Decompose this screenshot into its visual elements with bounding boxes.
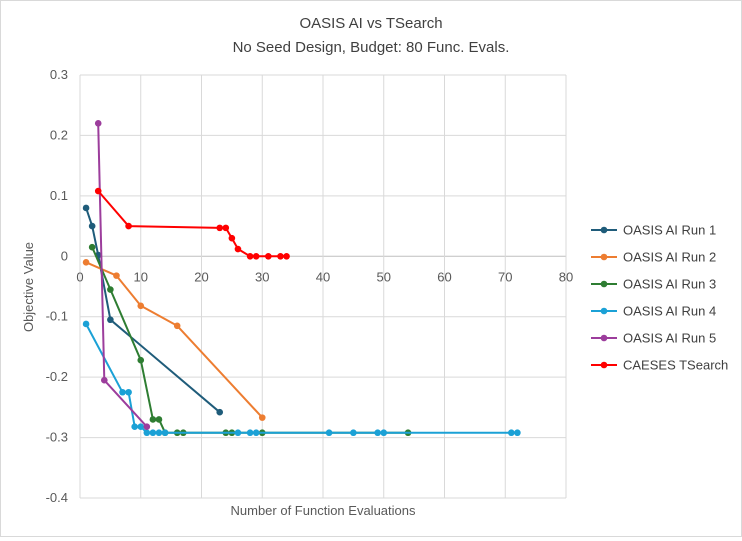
data-point [119,388,126,396]
series-6 [94,187,290,260]
legend: OASIS AI Run 1 OASIS AI Run 2 OASIS AI Run… [591,223,728,373]
data-point [149,429,157,437]
legend-item: OASIS AI Run 4 [591,304,716,319]
data-point [125,388,132,396]
series-4 [82,320,521,437]
data-point [137,423,145,430]
series-5 [94,120,151,430]
y-axis-title: Objective Value [21,242,36,332]
data-point [234,245,242,253]
data-point [143,429,151,437]
legend-swatch-marker [600,334,608,342]
data-point [246,429,254,437]
data-point [82,320,90,328]
legend-swatch-marker [600,226,608,234]
tick-labels: 0.3 0.2 0.1 0 -0.1 -0.2 -0.3 -0.4 0 10 20 30 40 50 60 7… [46,67,574,505]
data-point [277,252,284,260]
data-point [350,429,357,437]
data-point [374,429,381,437]
legend-swatch-marker [600,307,608,315]
plot-series [82,120,521,437]
x-tick-label: 80 [559,269,573,284]
data-point [265,252,272,260]
y-tick-label: 0.2 [50,127,68,142]
y-tick-label: -0.2 [46,369,68,384]
x-tick-label: 70 [498,269,512,284]
y-tick-label: 0.1 [50,188,68,203]
legend-label: CAESES TSearch [623,358,728,373]
data-point [283,252,290,260]
legend-swatch-marker [600,361,608,369]
legend-item: OASIS AI Run 3 [591,277,716,292]
data-point [131,423,138,430]
data-point [149,416,157,423]
x-tick-label: 30 [255,269,269,284]
legend-item: OASIS AI Run 2 [591,250,716,265]
series-line [85,261,264,419]
y-tick-label: -0.1 [46,309,68,324]
legend-item: CAESES TSearch [591,358,728,373]
data-point [125,222,132,230]
legend-label: OASIS AI Run 4 [623,304,716,319]
x-tick-label: 50 [377,269,391,284]
data-point [222,224,230,232]
x-tick-label: 40 [316,269,330,284]
series-line [85,323,518,434]
legend-label: OASIS AI Run 2 [623,250,716,265]
legend-label: OASIS AI Run 5 [623,331,716,346]
data-point [88,243,96,251]
series-2 [82,259,266,421]
data-point [82,259,90,266]
data-point [246,252,254,260]
data-point [252,252,260,260]
data-point [94,120,102,127]
data-point [143,423,151,430]
x-tick-label: 0 [76,269,83,284]
data-point [380,429,388,437]
data-point [101,376,108,384]
legend-label: OASIS AI Run 3 [623,277,716,292]
data-point [88,222,96,230]
data-point [137,302,145,310]
y-tick-label: -0.4 [46,490,68,505]
y-tick-label: -0.3 [46,430,68,445]
data-point [252,429,260,437]
data-point [137,356,145,364]
data-point [155,429,163,437]
data-point [173,322,181,330]
y-tick-label: 0 [61,248,68,263]
data-point [82,204,90,212]
data-point [161,429,169,437]
legend-item: OASIS AI Run 5 [591,331,716,346]
data-point [234,429,242,437]
data-point [107,286,114,293]
x-tick-label: 20 [194,269,208,284]
data-point [216,224,224,232]
chart-title: OASIS AI vs TSearch [299,15,442,32]
data-point [94,187,102,195]
x-tick-label: 60 [437,269,451,284]
grid [79,74,567,499]
y-tick-label: 0.3 [50,67,68,82]
data-point [508,429,515,437]
legend-label: OASIS AI Run 1 [623,223,716,238]
series-1 [82,204,224,416]
legend-item: OASIS AI Run 1 [591,223,716,238]
data-point [228,234,236,242]
chart-subtitle: No Seed Design, Budget: 80 Func. Evals. [233,39,510,56]
data-point [514,429,521,437]
x-axis-title: Number of Function Evaluations [231,503,416,518]
data-point [107,316,114,324]
data-point [258,414,266,421]
data-point [325,429,333,437]
data-point [113,272,120,279]
data-point [216,408,224,416]
legend-swatch-marker [600,253,608,261]
data-point [155,416,163,423]
x-tick-label: 10 [134,269,148,284]
legend-swatch-marker [600,280,608,288]
